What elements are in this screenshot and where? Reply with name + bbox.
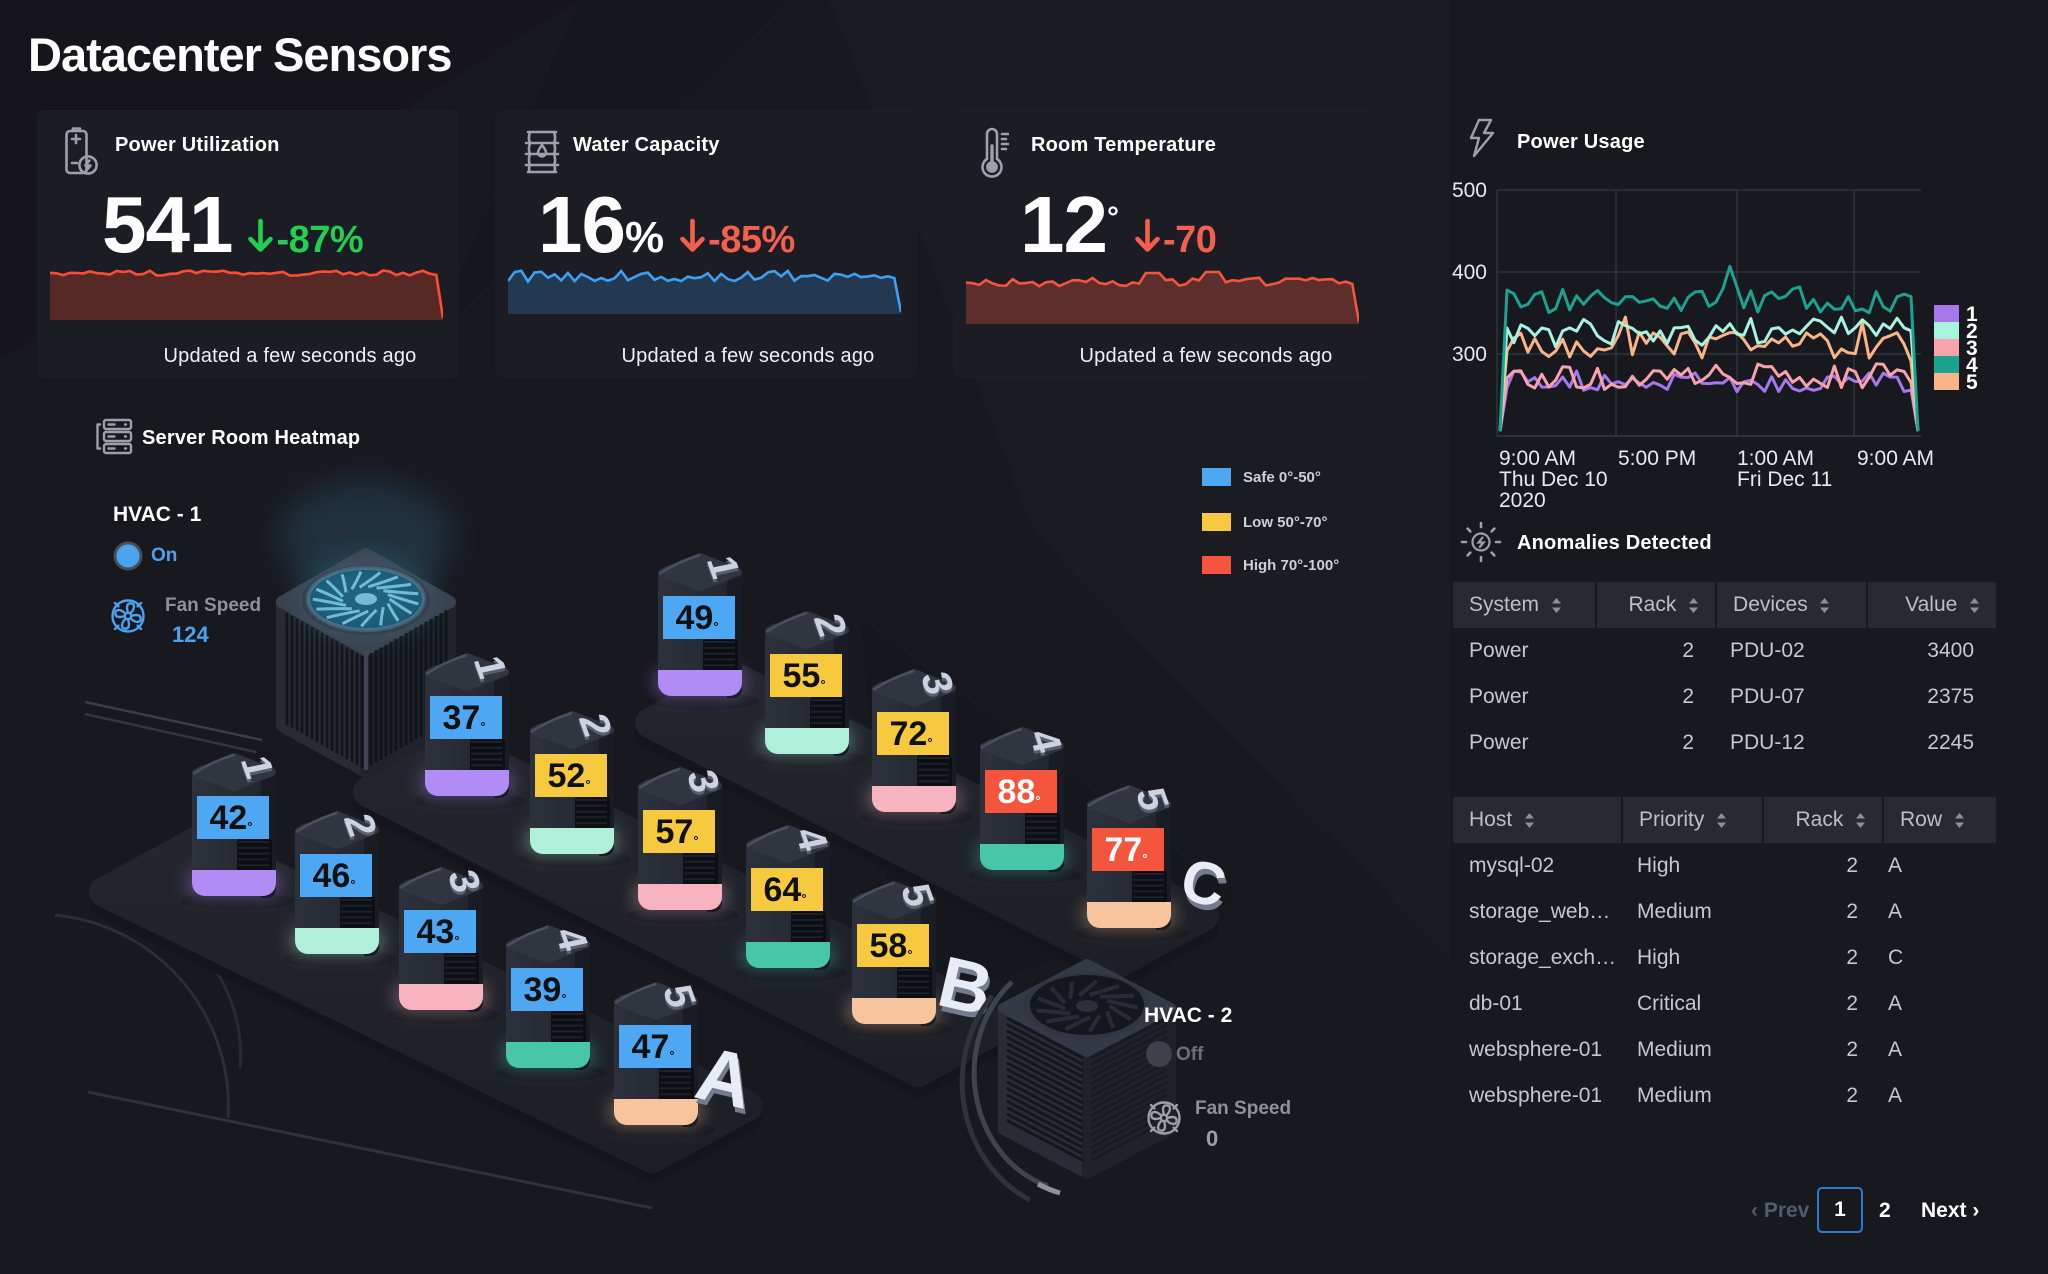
svg-text:5: 5	[1966, 371, 1978, 394]
svg-text:55°: 55°	[782, 657, 825, 695]
svg-text:9:00 AM: 9:00 AM	[1857, 447, 1934, 470]
svg-text:Thu Dec 10: Thu Dec 10	[1499, 468, 1608, 491]
svg-text:39°: 39°	[523, 971, 566, 1009]
svg-text:42°: 42°	[209, 799, 252, 837]
svg-text:400: 400	[1452, 261, 1487, 284]
svg-text:1: 1	[1966, 303, 1978, 326]
svg-text:C: C	[1175, 846, 1232, 921]
svg-text:57°: 57°	[655, 813, 698, 851]
svg-text:88°: 88°	[997, 773, 1040, 811]
svg-text:9:00 AM: 9:00 AM	[1499, 447, 1576, 470]
svg-text:2: 2	[1966, 320, 1978, 343]
svg-text:43°: 43°	[416, 913, 459, 951]
svg-text:3: 3	[1966, 337, 1978, 360]
svg-text:4: 4	[1966, 354, 1978, 377]
svg-text:64°: 64°	[763, 871, 806, 909]
svg-text:52°: 52°	[547, 757, 590, 795]
svg-text:500: 500	[1452, 179, 1487, 202]
svg-text:1:00 AM: 1:00 AM	[1737, 447, 1814, 470]
svg-text:72°: 72°	[889, 715, 932, 753]
svg-text:5:00 PM: 5:00 PM	[1618, 447, 1696, 470]
svg-text:46°: 46°	[312, 857, 355, 895]
svg-text:300: 300	[1452, 343, 1487, 366]
svg-text:77°: 77°	[1104, 831, 1147, 869]
svg-text:Fri Dec 11: Fri Dec 11	[1737, 468, 1832, 491]
svg-text:49°: 49°	[675, 599, 718, 637]
svg-text:2020: 2020	[1499, 489, 1546, 512]
svg-text:58°: 58°	[869, 927, 912, 965]
svg-text:37°: 37°	[442, 699, 485, 737]
svg-text:47°: 47°	[631, 1028, 674, 1066]
